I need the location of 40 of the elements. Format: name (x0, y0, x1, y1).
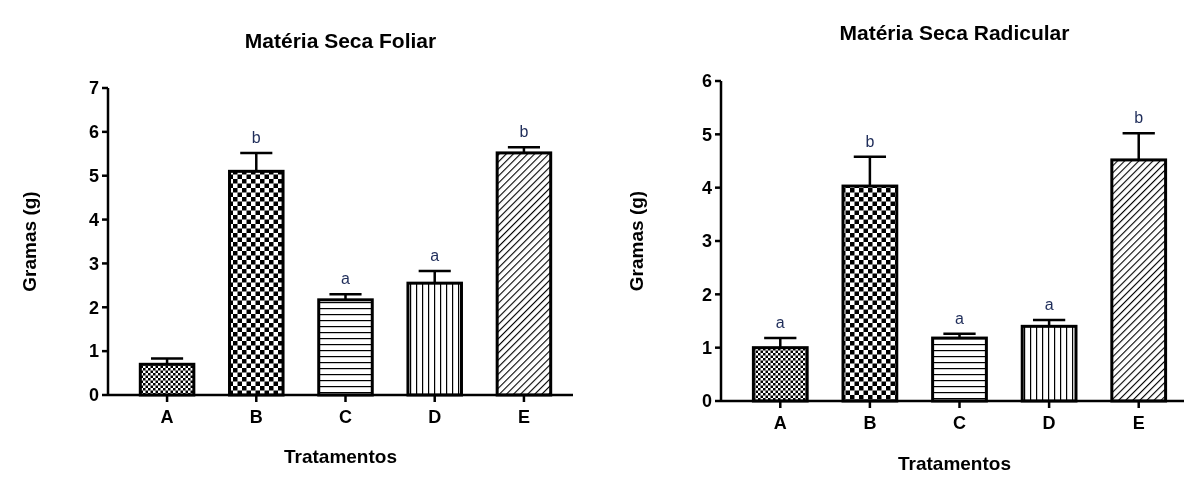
x-tick-label: C (953, 413, 966, 433)
x-axis-title: Tratamentos (898, 453, 1011, 474)
annotation: a (955, 309, 965, 327)
y-tick-label: 6 (88, 122, 99, 143)
y-tick-label: 4 (701, 177, 712, 198)
annotation: b (865, 132, 875, 150)
annotation: a (430, 246, 440, 264)
y-tick-label: 2 (88, 297, 99, 318)
y-tick-label: 0 (88, 385, 99, 406)
y-tick-label: 1 (88, 341, 99, 362)
y-tick-label: 6 (701, 71, 712, 92)
x-tick-label: A (160, 407, 174, 427)
chart-title: Matéria Seca Foliar (244, 29, 437, 52)
y-tick-label: 2 (701, 284, 712, 305)
y-tick-label: 5 (701, 124, 712, 145)
y-tick-label: 5 (88, 166, 99, 187)
annotation: a (341, 270, 351, 288)
x-tick-label: A (773, 413, 787, 433)
y-tick-label: 3 (701, 231, 712, 252)
x-tick-label: E (1132, 413, 1145, 433)
annotation: b (1134, 109, 1144, 127)
x-tick-label: D (1042, 413, 1056, 433)
y-axis-title: Gramas (g) (626, 190, 647, 292)
annotation: b (251, 128, 261, 146)
y-tick-label: 1 (701, 337, 712, 358)
x-axis-title: Tratamentos (284, 446, 397, 467)
y-tick-label: 7 (88, 78, 99, 99)
x-tick-label: D (428, 407, 442, 427)
annotation: a (775, 314, 785, 332)
y-axis-title: Gramas (g) (19, 191, 40, 292)
annotation: a (1044, 295, 1054, 313)
chart-title: Matéria Seca Radicular (839, 21, 1070, 44)
x-tick-label: C (339, 407, 352, 427)
x-tick-label: B (863, 413, 877, 433)
x-tick-label: E (517, 407, 530, 427)
y-tick-label: 0 (701, 391, 712, 412)
y-tick-label: 4 (88, 209, 99, 230)
x-tick-label: B (249, 407, 263, 427)
y-tick-label: 3 (88, 253, 99, 274)
annotation: b (519, 123, 529, 141)
